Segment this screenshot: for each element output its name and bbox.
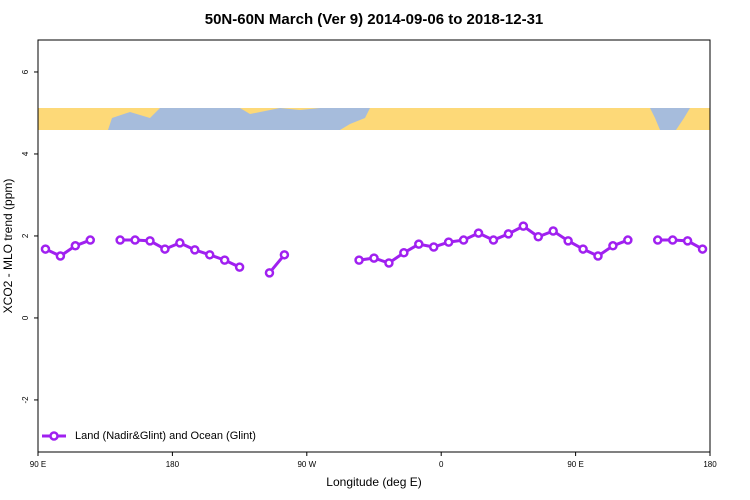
- series-line: [44, 224, 704, 274]
- point: [458, 235, 469, 245]
- map-strip: [38, 108, 710, 130]
- point: [548, 226, 558, 236]
- chart-title: 50N-60N March (Ver 9) 2014-09-06 to 2018…: [205, 11, 544, 28]
- point: [190, 245, 200, 255]
- point: [443, 237, 454, 247]
- point: [399, 248, 409, 258]
- point: [563, 236, 573, 246]
- point: [593, 251, 603, 261]
- y-axis-label: XCO2 - MLO trend (ppm): [1, 179, 15, 314]
- plot-frame: [37, 39, 711, 453]
- point: [55, 251, 66, 261]
- y-tick-label: -2: [21, 396, 30, 404]
- x-tick-label: 180: [166, 460, 180, 469]
- point: [578, 244, 588, 254]
- x-tick-label: 90 W: [297, 460, 316, 469]
- point: [204, 250, 215, 260]
- point: [384, 258, 394, 268]
- point: [533, 232, 544, 242]
- y-tick-label: 6: [21, 69, 30, 74]
- point: [503, 229, 514, 239]
- x-tick-label: 0: [439, 460, 444, 469]
- point: [354, 255, 364, 265]
- point: [85, 235, 96, 245]
- point: [160, 244, 170, 254]
- point: [175, 238, 185, 248]
- point: [234, 262, 245, 272]
- point: [115, 235, 125, 245]
- point: [473, 228, 484, 238]
- point: [130, 235, 140, 245]
- x-tick-label: 90 E: [30, 460, 46, 469]
- x-tick-label: 90 E: [567, 460, 583, 469]
- point: [279, 250, 290, 260]
- x-axis-label: Longitude (deg E): [326, 475, 421, 489]
- point: [414, 239, 424, 249]
- point: [518, 221, 529, 231]
- point: [608, 241, 618, 251]
- point: [145, 236, 155, 246]
- y-tick-label: 0: [21, 315, 30, 320]
- point: [70, 241, 81, 251]
- legend-label: Land (Nadir&Glint) and Ocean (Glint): [75, 430, 256, 442]
- x-tick-label: 180: [703, 460, 717, 469]
- point: [488, 235, 499, 245]
- y-tick-label: 2: [21, 233, 30, 238]
- point: [623, 235, 633, 245]
- point: [667, 235, 678, 245]
- point: [40, 244, 51, 254]
- point: [219, 255, 230, 265]
- y-tick-label: 4: [21, 151, 30, 156]
- point: [697, 244, 708, 254]
- point: [428, 242, 439, 252]
- legend-marker: [49, 431, 59, 441]
- point: [682, 236, 693, 246]
- point: [264, 268, 275, 278]
- point: [369, 253, 379, 263]
- point: [652, 235, 663, 245]
